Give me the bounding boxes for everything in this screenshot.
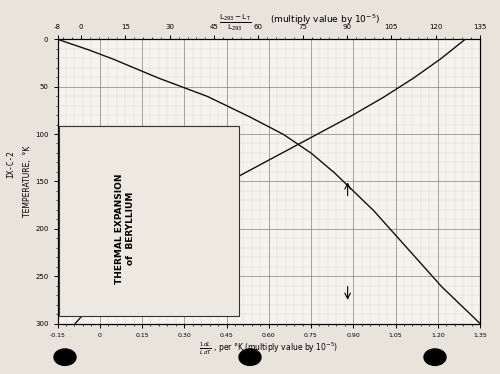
Text: THERMAL EXPANSION
of  BERYLLIUM: THERMAL EXPANSION of BERYLLIUM xyxy=(116,174,135,284)
Text: IX-C-2: IX-C-2 xyxy=(6,151,16,178)
Text: (multiply value by $10^{-5}$): (multiply value by $10^{-5}$) xyxy=(270,13,380,28)
X-axis label: $\frac{1}{L}\frac{dL}{dT}$ , per °K (multiply value by $10^{-5}$): $\frac{1}{L}\frac{dL}{dT}$ , per °K (mul… xyxy=(199,340,338,356)
Text: $\mathregular{\frac{L_{293}-L_T}{L_{293}}}$: $\mathregular{\frac{L_{293}-L_T}{L_{293}… xyxy=(219,12,251,33)
FancyBboxPatch shape xyxy=(59,126,239,316)
Y-axis label: TEMPERATURE,  °K: TEMPERATURE, °K xyxy=(23,146,32,217)
